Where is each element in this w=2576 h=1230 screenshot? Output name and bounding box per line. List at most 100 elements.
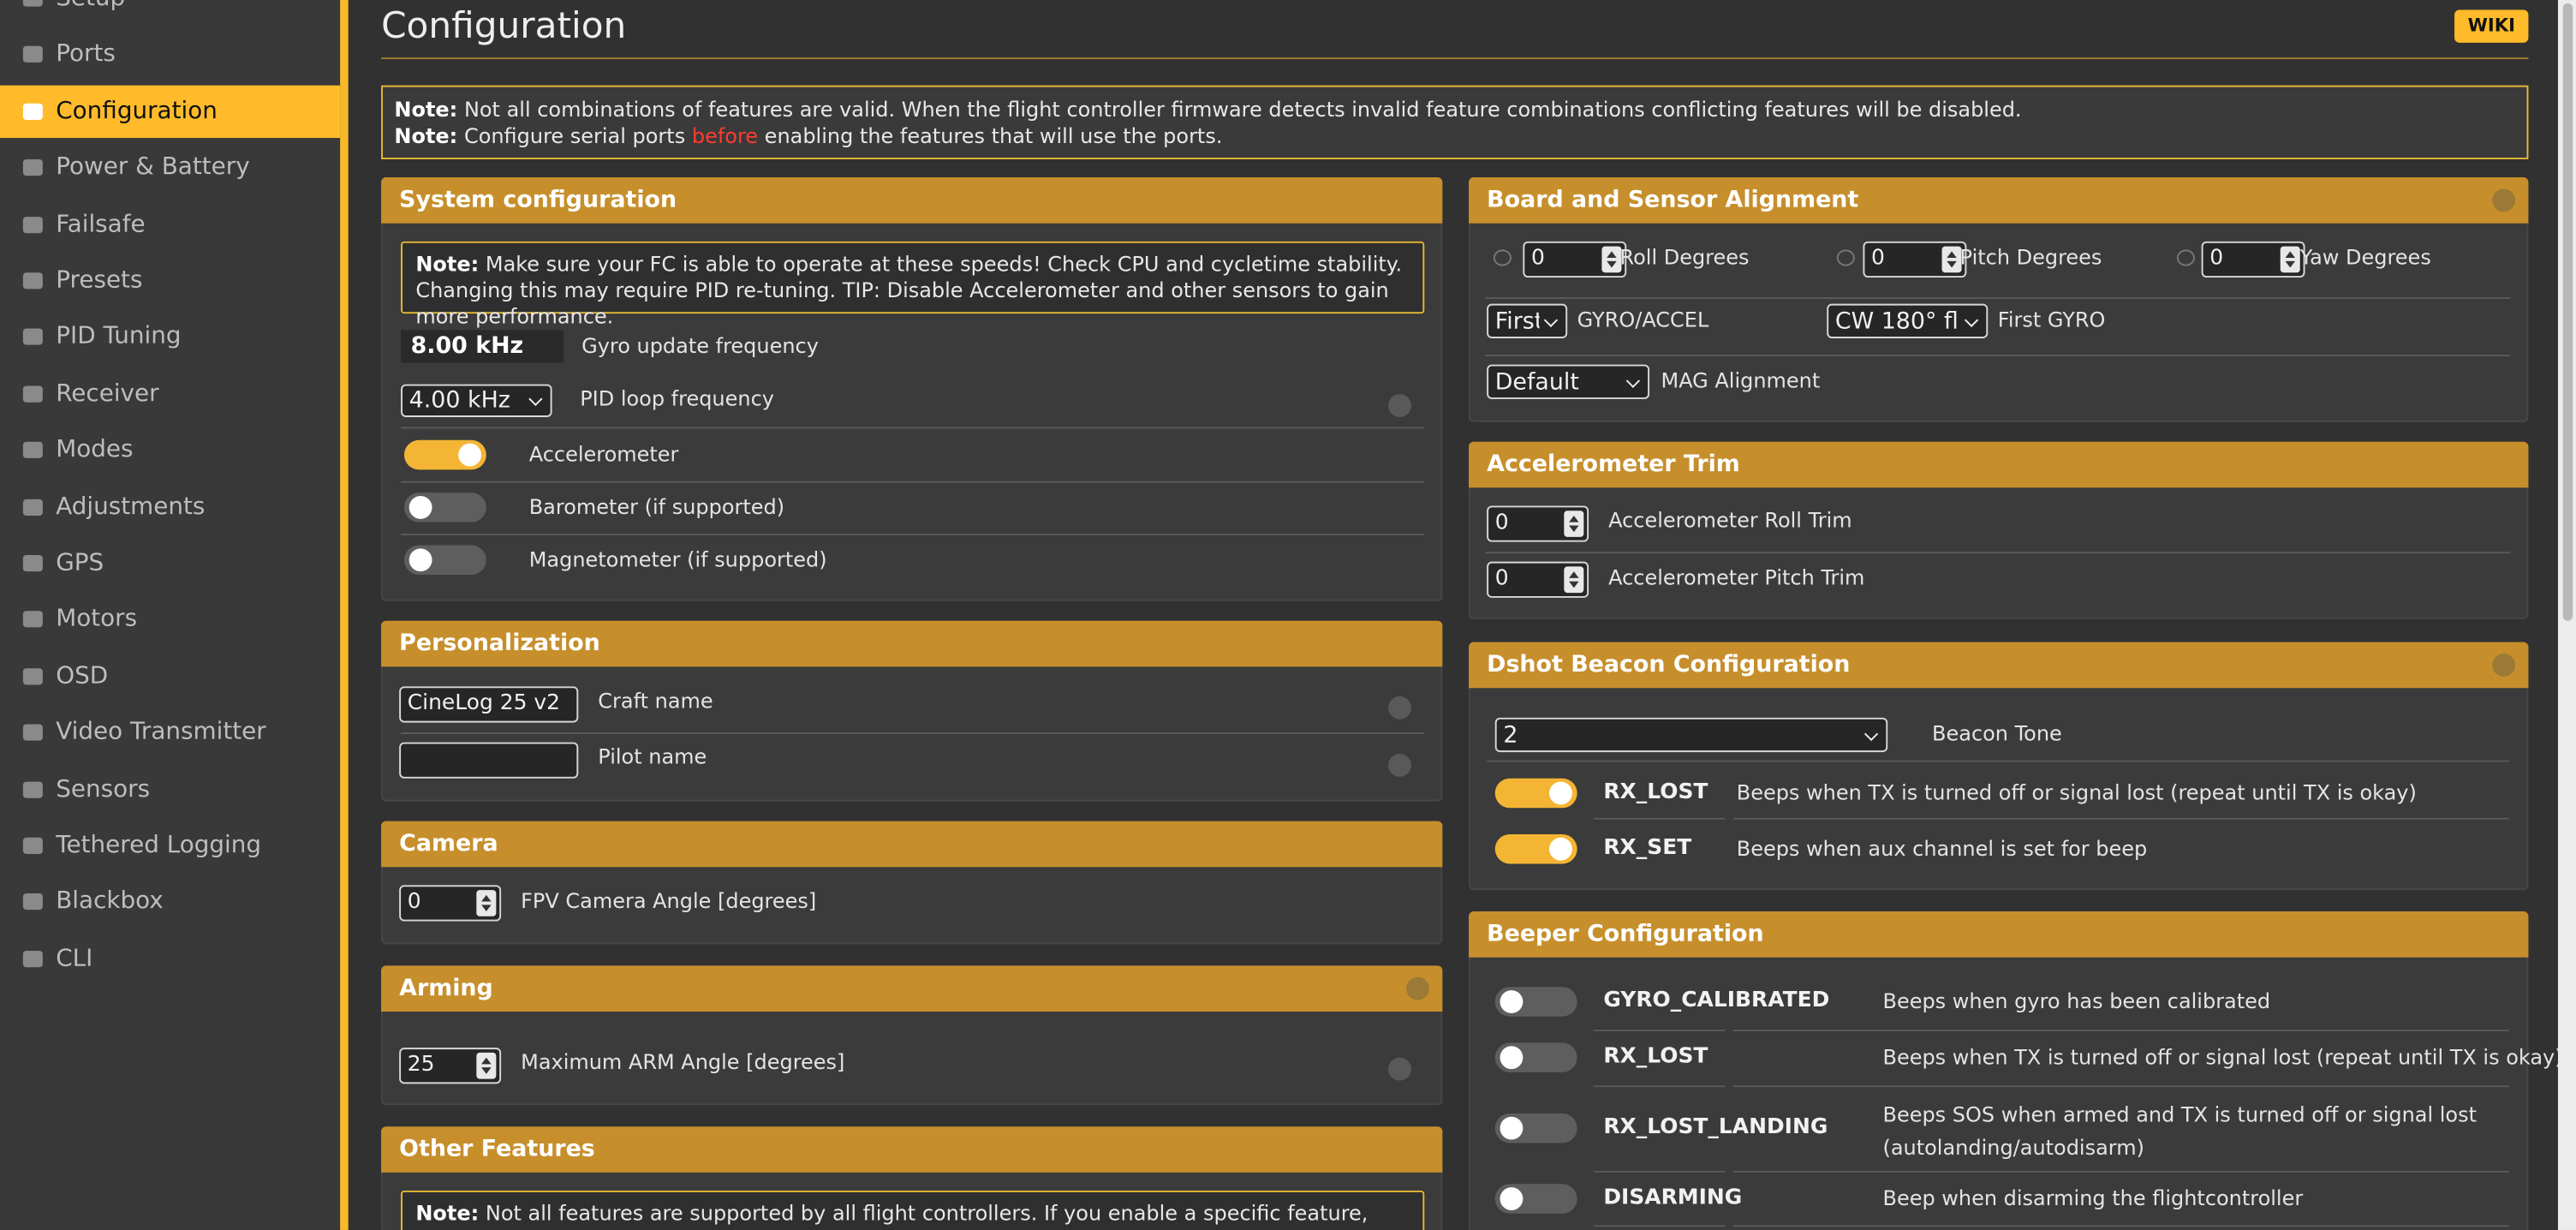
input[interactable]: 0 [1487,561,1589,598]
input-value: 0 [2209,246,2224,272]
nav-item[interactable]: Power & Battery [56,154,250,182]
nav-icon [22,0,43,7]
nav-item[interactable]: GPS [56,550,104,576]
input[interactable]: 0 [399,885,502,922]
input-value: First [1494,308,1540,335]
help-icon[interactable] [2492,188,2516,212]
nav-item[interactable]: Motors [56,606,138,633]
input[interactable] [399,742,579,779]
panel-title: Other Features [399,1136,595,1163]
input[interactable]: 0 [2201,241,2305,278]
separator [401,427,1425,429]
beep-description: Beeps when TX is turned off or signal lo… [1736,779,2417,805]
toggle[interactable] [1494,987,1577,1017]
beep-description: Beeps when gyro has been calibrated [1882,988,2271,1013]
input[interactable]: 25 [399,1048,502,1084]
toggle-knob [408,548,432,572]
input-value: 0 [1494,566,1509,592]
select[interactable]: Default [1487,364,1650,399]
nav-item[interactable]: Sensors [56,776,151,803]
spinner[interactable] [1941,246,1962,273]
spinner[interactable] [1601,246,1622,273]
beep-description: Beeps when aux channel is set for beep [1736,835,2148,861]
spinner[interactable] [476,890,497,917]
panel [1469,911,2529,1230]
wiki-button[interactable]: WIKI [2454,9,2529,43]
panel-header [381,965,1443,1012]
help-icon[interactable] [1388,1057,1411,1081]
nav-item[interactable]: Blackbox [56,888,164,916]
input[interactable]: 0 [1863,241,1967,278]
nav-item[interactable]: Configuration [56,98,218,125]
toggle[interactable] [1494,778,1577,809]
chevron [1863,725,1879,741]
panel-title: Arming [399,975,493,1002]
label: First GYRO [1997,307,2106,332]
scrollbar-thumb[interactable] [2562,3,2573,621]
input[interactable]: CineLog 25 v2 [399,686,579,723]
nav-item[interactable]: PID Tuning [56,324,182,351]
beep-name: RX_SET [1603,835,1692,861]
panel-header [1469,642,2529,689]
toggle[interactable] [1494,1042,1577,1072]
toggle[interactable] [1494,833,1577,864]
panel-title: System configuration [399,187,677,214]
nav-item[interactable]: Video Transmitter [56,719,266,746]
toggle[interactable] [403,545,486,576]
panel-title: Beeper Configuration [1487,921,1764,948]
nav-item[interactable]: CLI [56,945,93,972]
nav-icon [22,611,43,629]
beep-name: RX_LOST [1603,1044,1708,1070]
chevron [528,391,543,407]
spinner[interactable] [2280,246,2300,273]
note-body: Not all features are supported by all fl… [415,1200,1368,1230]
separator [1732,817,2509,820]
nav-item[interactable]: OSD [56,663,109,690]
select[interactable]: First [1487,303,1568,338]
note-text: Note: Not all features are supported by … [415,1200,1410,1230]
input-value: 25 [407,1052,435,1078]
switch-label: Magnetometer (if supported) [528,546,827,572]
separator [1593,1225,1726,1227]
spinner[interactable] [1564,511,1584,537]
nav-item[interactable]: Receiver [56,380,159,408]
separator [1732,1030,2509,1032]
nav-item[interactable]: Setup [56,0,125,11]
select[interactable]: 4.00 kHz [401,384,552,417]
input[interactable]: 0 [1487,505,1589,542]
nav-item[interactable]: Tethered Logging [56,833,262,859]
separator [1487,760,2509,762]
panel-title: Accelerometer Trim [1487,451,1740,478]
spin-up [1569,516,1579,522]
toggle[interactable] [1494,1184,1577,1214]
nav-item[interactable]: Presets [56,267,143,295]
label: Craft name [598,688,713,714]
select[interactable]: 2 [1494,717,1888,753]
switch-label: Barometer (if supported) [528,494,785,519]
help-icon[interactable] [1388,753,1411,777]
toggle[interactable] [403,493,486,522]
nav-icon [22,499,43,516]
toggle[interactable] [1494,1113,1577,1143]
note-label: Note: [415,251,480,277]
help-icon[interactable] [1406,976,1430,1000]
nav-item[interactable]: Failsafe [56,211,146,238]
spin-up [481,1057,492,1065]
spin-down [2285,260,2296,268]
label: GYRO/ACCEL [1577,307,1709,332]
nav-active [0,85,341,138]
nav-item[interactable]: Adjustments [56,493,206,520]
nav-item[interactable]: Modes [56,437,134,464]
input-value: CW 180° flip [1834,308,1960,335]
spinner[interactable] [476,1052,497,1079]
toggle[interactable] [403,439,486,470]
panel-title: Board and Sensor Alignment [1487,187,1859,214]
note-body: Make sure your FC is able to operate at … [415,251,1403,329]
select[interactable]: CW 180° flip [1827,303,1989,338]
input[interactable]: 0 [1523,241,1627,278]
help-icon[interactable] [1388,696,1411,719]
nav-item[interactable]: Ports [56,41,116,69]
help-icon[interactable] [2492,654,2516,677]
spinner[interactable] [1564,566,1584,594]
help-icon[interactable] [1388,394,1411,417]
